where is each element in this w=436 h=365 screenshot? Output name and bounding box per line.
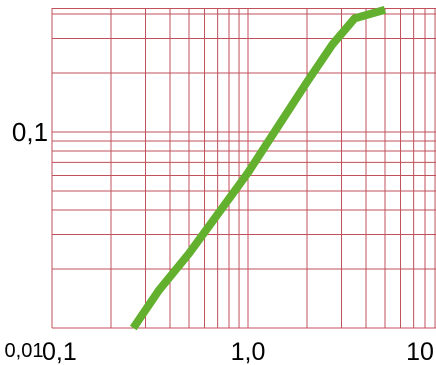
x-tick-label-2: 10 <box>406 338 434 365</box>
tick-labels: 0,1 1,0 100,010,1 <box>5 117 434 365</box>
y-tick-label-1: 0,1 <box>12 117 48 147</box>
x-tick-label-1: 1,0 <box>231 338 266 365</box>
x-tick-label-0: 0,1 <box>42 338 77 365</box>
grid <box>51 8 436 329</box>
y-tick-label-0: 0,01 <box>5 340 44 362</box>
series-line-0 <box>129 5 387 331</box>
series-layer <box>129 5 387 331</box>
